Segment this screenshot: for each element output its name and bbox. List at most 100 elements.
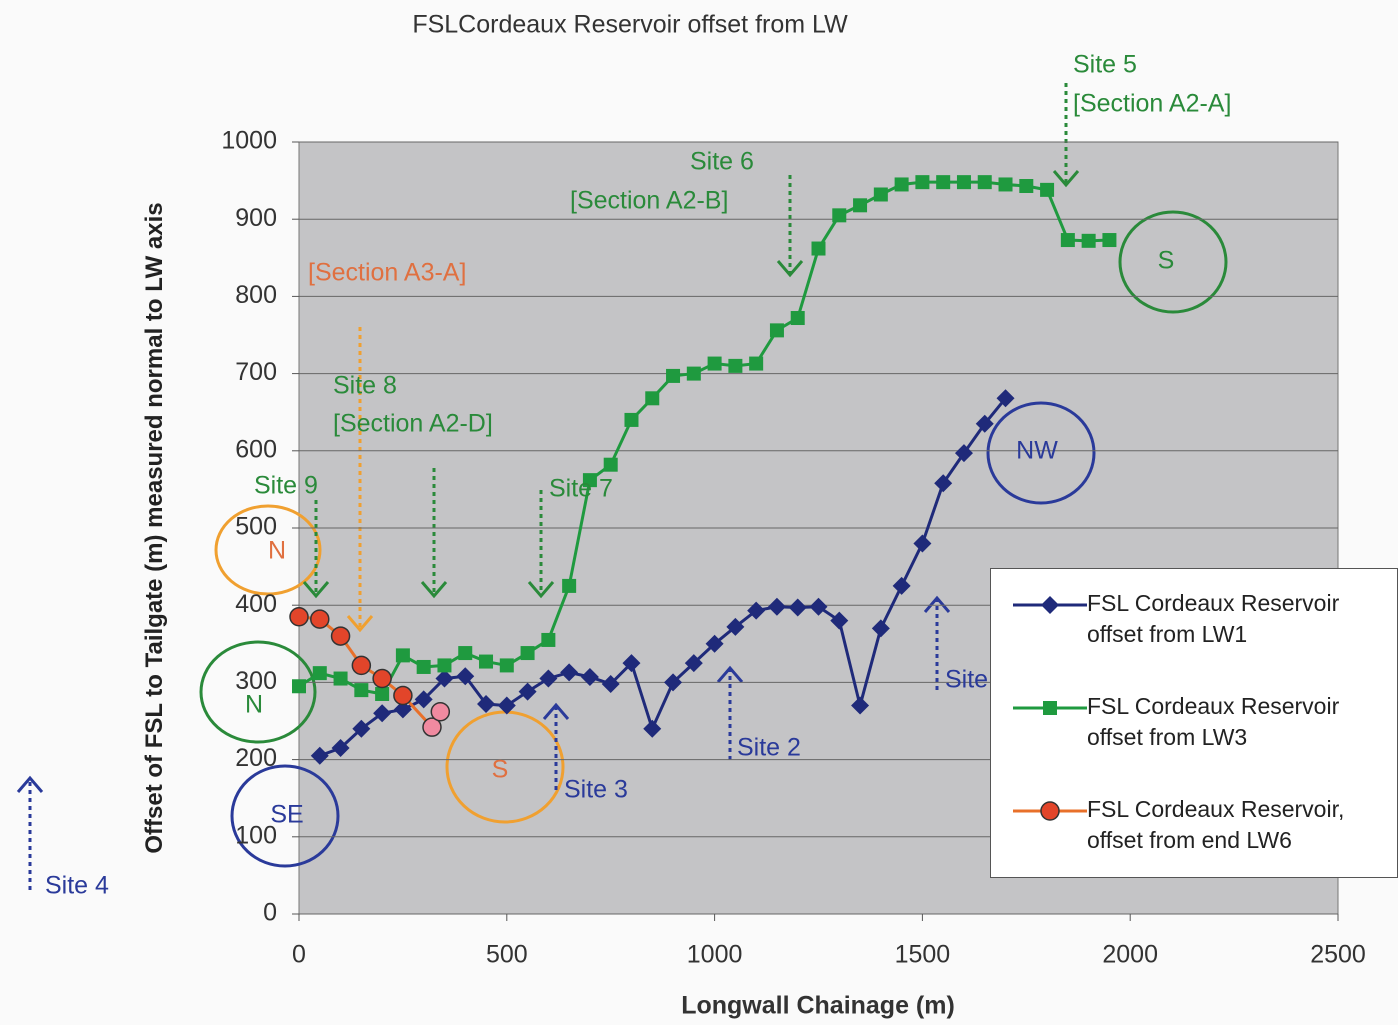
diamond-marker [788,598,807,617]
callout-circle [230,764,340,868]
y-tick-label: 200 [235,744,277,772]
annotation: [Section A2-D] [333,410,493,438]
annotation: Site 6 [690,148,754,176]
diamond-marker [643,719,662,738]
y-axis-label: Offset of FSL to Tailgate (m) measured n… [141,202,168,854]
annotation: Site 9 [254,472,318,500]
diamond-marker [560,663,579,682]
callout-circle [214,504,322,596]
square-marker [686,366,701,381]
square-marker [749,356,764,371]
legend-label: FSL Cordeaux Reservoir offset from LW3 [1087,693,1340,750]
chart-title: FSLCordeaux Reservoir offset from LW [412,11,848,39]
square-marker [977,175,992,190]
y-tick-label: 800 [235,281,277,309]
square-marker [603,457,618,472]
y-tick-label: 600 [235,435,277,463]
annotation: N [268,537,286,565]
square-marker [936,175,951,190]
series-line [319,397,1007,758]
diamond-marker [497,696,516,715]
diamond-marker [1041,596,1059,614]
diamond-marker [331,739,350,758]
annotation: Site 8 [333,372,397,400]
circle-marker [422,717,442,737]
diamond-marker [456,667,475,686]
square-marker [416,659,431,674]
annotation: Site 3 [564,776,628,804]
arrow-head [302,581,330,599]
square-marker [645,391,660,406]
square-marker [541,632,556,647]
arrow-head [716,665,744,683]
diamond-marker [393,700,412,719]
x-tick-label: 1500 [895,941,951,969]
y-tick-label: 100 [235,821,277,849]
circle-marker [430,701,451,722]
y-tick-label: 400 [235,590,277,618]
diamond-marker [830,611,849,630]
annotation: [Section A3-A] [308,259,466,287]
diamond-marker [705,634,724,653]
diamond-marker [477,695,496,714]
annotation: [Section A2-B] [570,187,728,215]
x-axis-label: Longwall Chainage (m) [681,992,955,1020]
y-tick-label: 1000 [221,127,277,155]
square-marker [811,241,826,256]
diamond-marker [809,597,828,616]
square-marker [1043,701,1057,715]
diamond-marker [310,746,329,765]
arrow-head [542,702,570,720]
square-marker [1019,179,1034,194]
y-tick-label: 0 [263,899,277,927]
legend-label: FSL Cordeaux Reservoir offset from LW1 [1087,590,1340,647]
circle-marker [289,607,309,627]
square-marker [832,208,847,223]
diamond-marker [664,673,683,692]
square-marker [915,175,930,190]
legend-keys [1013,596,1087,821]
series-line [298,180,1110,696]
square-marker [624,412,639,427]
annotation: Site 5 [1073,51,1137,79]
diamond-marker [851,696,870,715]
square-marker [1102,233,1117,248]
square-marker [769,323,784,338]
circle-marker [1040,801,1060,821]
x-tick-label: 2500 [1310,941,1366,969]
square-marker [312,666,327,681]
arrow-head [16,775,44,793]
y-tick-label: 900 [235,204,277,232]
diamond-marker [622,654,641,673]
diamond-marker [892,576,911,595]
diamond-marker [726,617,745,636]
annotation: SE [270,801,303,829]
square-marker [499,658,514,673]
x-tick-label: 0 [292,941,306,969]
circle-marker [310,609,330,629]
square-marker [292,679,306,694]
diamond-marker [435,669,454,688]
square-marker [873,187,888,202]
square-marker [790,311,805,326]
circle-marker [330,626,351,646]
arrow-head [527,581,555,599]
diamond-marker [414,690,433,709]
square-marker [1060,233,1075,248]
diamond-marker [518,682,537,701]
legend-label: FSL Cordeaux Reservoir, offset from end … [1087,796,1345,853]
x-tick-label: 1000 [687,941,743,969]
callout-circle [986,401,1096,505]
square-marker [395,648,410,663]
diamond-marker [975,414,994,433]
y-tick-label: 700 [235,358,277,386]
annotation: S [1158,247,1175,275]
square-marker [728,358,743,373]
diamond-marker [996,389,1015,408]
annotation: [Section A2-A] [1073,90,1231,118]
square-marker [707,356,722,371]
circle-marker [372,668,392,689]
square-marker [479,654,494,669]
square-marker [458,646,473,661]
